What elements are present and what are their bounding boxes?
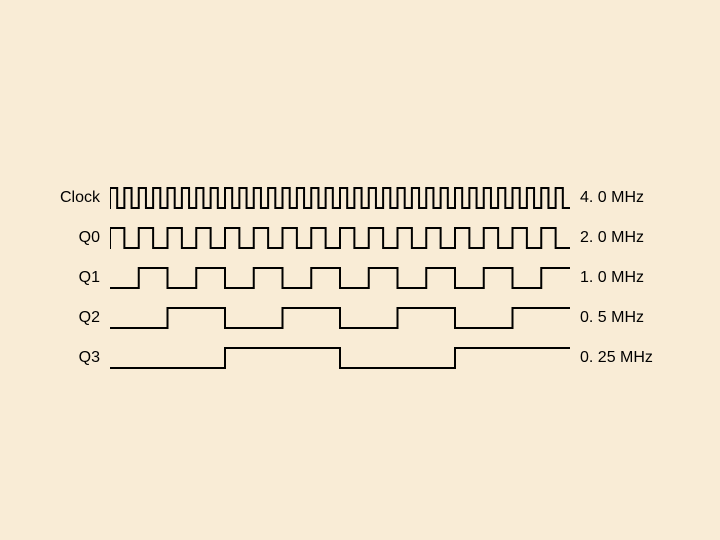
signal-frequency: 2. 0 MHz	[580, 229, 644, 247]
signal-name: Q1	[79, 269, 100, 287]
waveform	[110, 338, 570, 378]
signal-frequency: 0. 5 MHz	[580, 309, 644, 327]
timing-diagram: Clock 4. 0 MHz Q0 2. 0 MHz Q1 1. 0 MHz Q2 0. 5 …	[0, 0, 720, 540]
signal-row: Q1 1. 0 MHz	[0, 258, 720, 298]
waveform	[110, 178, 570, 218]
signal-row: Q0 2. 0 MHz	[0, 218, 720, 258]
signal-name: Q3	[79, 349, 100, 367]
signal-frequency: 1. 0 MHz	[580, 269, 644, 287]
signal-name: Q0	[79, 229, 100, 247]
signal-frequency: 4. 0 MHz	[580, 189, 644, 207]
waveform	[110, 258, 570, 298]
signal-row: Q3 0. 25 MHz	[0, 338, 720, 378]
signal-name: Q2	[79, 309, 100, 327]
signal-frequency: 0. 25 MHz	[580, 349, 653, 367]
signal-row: Clock 4. 0 MHz	[0, 178, 720, 218]
signal-name: Clock	[60, 189, 100, 207]
signal-row: Q2 0. 5 MHz	[0, 298, 720, 338]
waveform	[110, 298, 570, 338]
waveform	[110, 218, 570, 258]
